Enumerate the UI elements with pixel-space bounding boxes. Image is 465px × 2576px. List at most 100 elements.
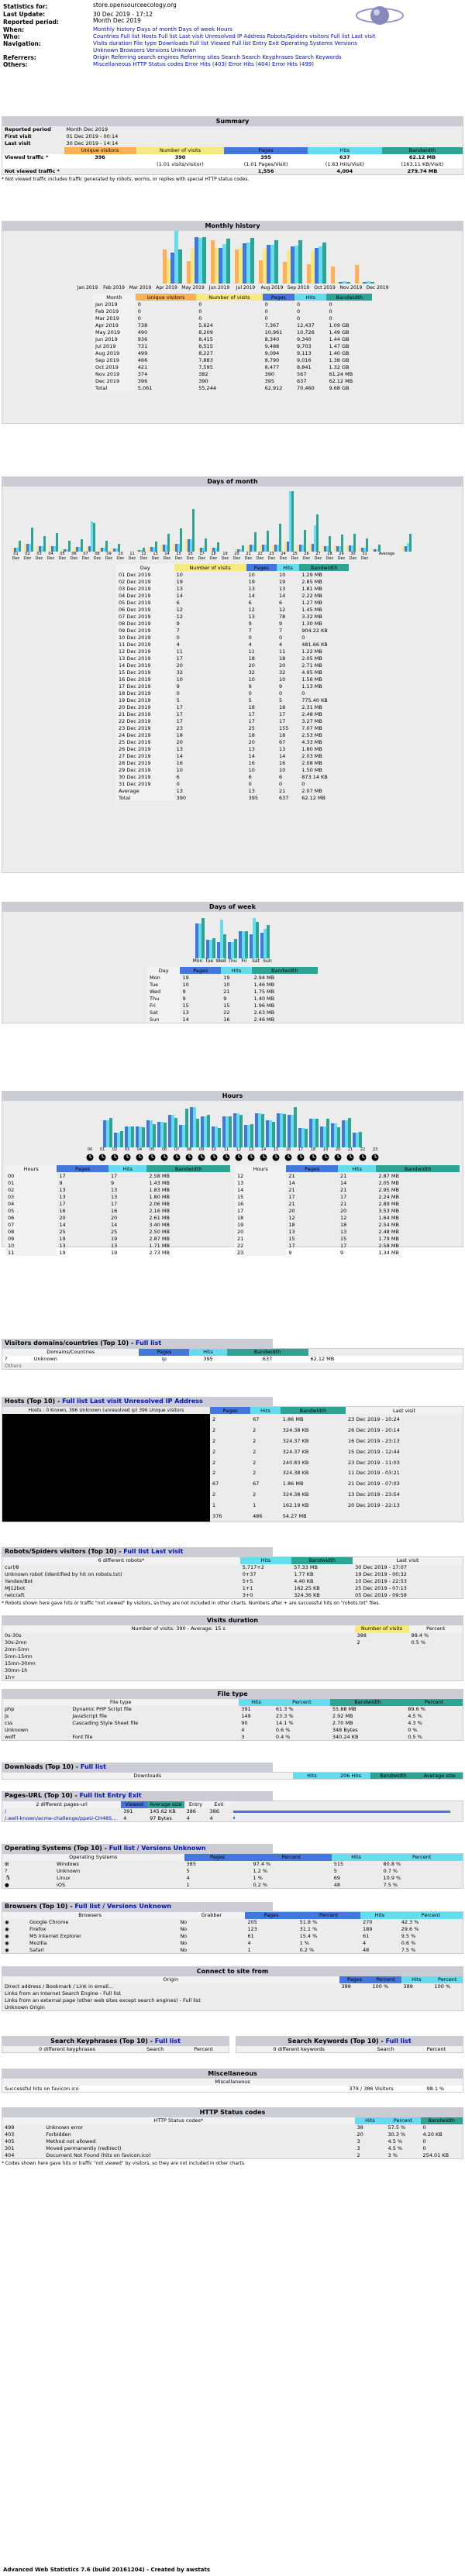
table-cell: 08 [5,1228,57,1235]
pages-links[interactable]: Full list Entry Exit [79,1792,142,1799]
day-bar [179,528,182,552]
monthly-chart [2,230,463,284]
day-bar [67,541,71,552]
day-label: 10 Dec [116,552,125,561]
day-bar [241,545,244,552]
nav-links[interactable]: Miscellaneous HTTP Status codes Error Hi… [93,61,314,67]
table-cell: 21 Dec 2019 [116,710,174,717]
table-cell: 6 [176,599,180,606]
day-bar [202,547,205,552]
table-cell: 1.32 GB [329,363,350,370]
r-col-lastvisit: Last visit [353,1556,463,1564]
week-bar [256,922,259,958]
nav-links[interactable]: Origin Referring search engines Referrin… [93,54,342,60]
hour-row: 02 13 13 1.83 MB [5,1186,230,1193]
countries-full-list-link[interactable]: Full list [136,1340,162,1346]
table-cell: 3 [356,2138,360,2144]
table-cell: 0.5 % [411,1639,426,1646]
table-cell: 6 [248,599,252,606]
hosts-links[interactable]: Full list Last visit Unresolved IP Addre… [62,1398,203,1405]
hour-bar [157,1121,160,1147]
hour-bar [239,1114,243,1147]
nav-links[interactable]: Visits duration File type Downloads Full… [93,40,357,46]
month-row: May 2019 490 8,209 10,961 10,726 1.49 GB [93,328,372,335]
table-cell: 14 [176,592,183,599]
week-bar [234,939,237,958]
table-cell: 5mn-15mn [5,1653,33,1659]
table-cell: php [5,1706,15,1712]
hour-bar [236,1113,239,1147]
keyphrases-full-list-link[interactable]: Full list [154,2038,181,2045]
table-cell: 145.62 KB [150,1808,176,1814]
hour-label: 05 [149,1147,155,1152]
table-cell: 20 [110,1214,118,1221]
page-row: /.well-known/acme-challenge/ppeU-CH48SM8… [2,1815,463,1822]
b-col-hits-pct: Percent [398,1911,463,1919]
clock-icon [296,1154,306,1162]
h-col-hours: Hours [5,1165,57,1172]
hour-bar [153,1123,156,1147]
table-cell: 1.49 GB [329,328,350,335]
week-bar-group [239,930,249,958]
table-cell: 1 [186,1881,190,1888]
country-hits: 637 [262,1356,273,1362]
summary-note: * Not viewed traffic includes traffic ge… [2,177,250,182]
month-bar-group [161,230,184,284]
hour-bar [244,1124,247,1147]
nav-links[interactable]: Countries Full list Hosts Full list Last… [93,33,376,40]
hour-row: 20 13 13 2.48 MB [235,1228,460,1235]
day-bar [50,545,53,552]
table-cell: 48 [362,1946,370,1953]
table-cell: 13 [59,1193,66,1200]
hour-bar [266,1119,269,1147]
table-cell: 1.46 MB [253,981,275,988]
table-cell: 9,016 [297,356,312,363]
hours-table-right: Hours Pages Hits Bandwidth 12 21 21 2.87 MB… [235,1165,460,1256]
table-cell: 13 [248,585,255,592]
hours-table-left: Hours Pages Hits Bandwidth 00 17 17 2.58 MB… [5,1165,230,1256]
duration-table: Number of visits: 390 - Average: 15 s Nu… [2,1625,463,1681]
table-cell: Firefox [29,1926,46,1932]
hour-bar-group [146,1119,157,1147]
month-bar [346,281,350,284]
browsers-links[interactable]: Full list / Versions Unknown [74,1903,172,1910]
table-cell: Mar 2019 [93,315,136,322]
keywords-full-list-link[interactable]: Full list [385,2038,412,2045]
nav-links[interactable]: Monthly history Days of month Days of we… [93,26,232,33]
robots-links[interactable]: Full list Last visit [123,1548,184,1555]
table-cell: 1.13 MB [301,683,322,690]
nav-links[interactable]: Unknown Browsers Versions Unknown [93,47,197,53]
table-cell: 2 [212,1448,216,1455]
days-table: Day Number of visits Pages Hits Bandwidt… [116,564,349,801]
table-cell: 20 [248,738,255,745]
browsers-section: Browsers (Top 10) - Full list / Versions… [2,1902,463,1954]
table-cell: 637 [297,377,307,384]
table-cell: 18 [176,731,183,738]
table-cell: 14 [235,1186,287,1193]
hour-row: 16 21 21 2.89 MB [235,1200,460,1207]
hour-bar [193,1107,196,1147]
hour-bar [331,1123,334,1147]
ho-col-pages: Pages [210,1407,251,1414]
table-cell[interactable]: /.well-known/acme-challenge/ppeU-CH48SM8… [5,1814,121,1821]
table-cell: Oct 2019 [93,363,136,370]
table-cell: 376 [212,1513,222,1519]
table-cell: 20 [235,1228,287,1235]
table-cell: 26 Dec 2019 [116,745,174,752]
table-cell [401,1997,432,2004]
os-links[interactable]: Full list / Versions Unknown [108,1845,206,1852]
month-bar-group [305,242,329,284]
table-cell: Document Not Found (hits on favicon.ico) [46,2151,151,2158]
hour-row: 04 17 17 2.06 MB [5,1200,230,1207]
table-cell: 2 [356,1639,360,1646]
hour-row: 10 13 13 1.71 MB [5,1242,230,1249]
footer-credit[interactable]: Advanced Web Statistics 7.6 (build 20161… [3,2567,211,2573]
month-label: Apr 2019 [156,285,177,291]
hour-label: 20 [335,1147,341,1152]
table-cell[interactable]: / [5,1808,7,1814]
day-bar [152,547,155,552]
table-cell: 42.3 % [401,1919,419,1925]
downloads-full-list-link[interactable]: Full list [80,1763,106,1770]
hour-bar [359,1132,362,1147]
hour-bar-group [288,1107,298,1147]
